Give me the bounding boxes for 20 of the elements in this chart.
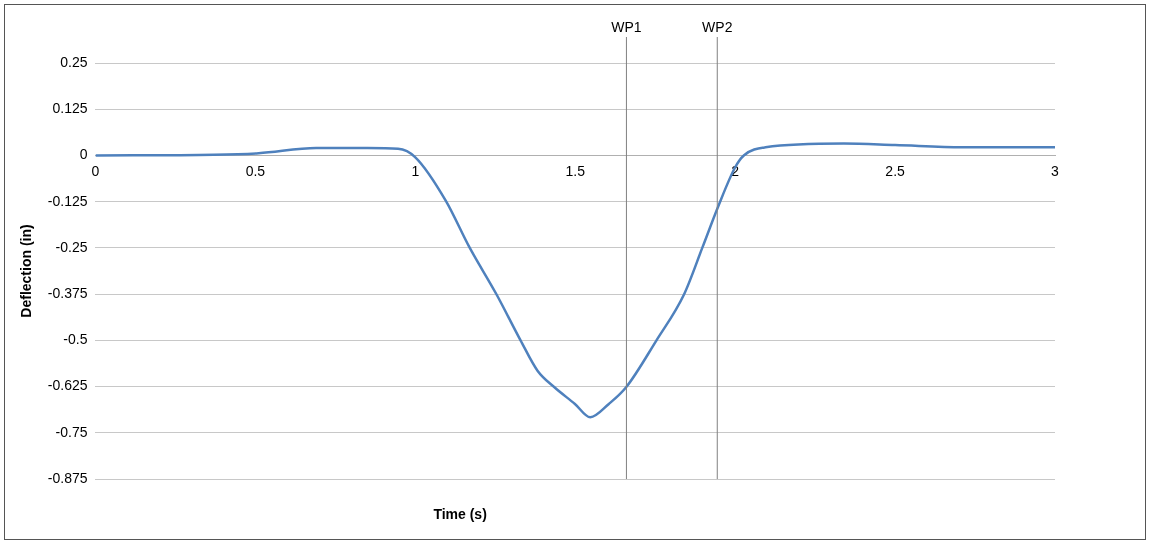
y-tick-label: 0.25 [60,53,88,70]
y-tick-label: -0.25 [55,238,88,255]
ref-line-label: WP2 [702,18,733,35]
x-tick-label: 2.5 [885,162,906,179]
x-tick-label: 0 [91,162,100,179]
y-tick-label: -0.75 [55,423,88,440]
y-tick-label: -0.625 [47,377,88,394]
y-tick-label: -0.875 [47,469,88,486]
y-tick-label: 0.125 [52,100,88,117]
x-tick-label: 1.5 [565,162,586,179]
x-axis-title: Time (s) [433,505,487,522]
x-tick-label: 1 [411,162,420,179]
y-tick-label: -0.5 [63,331,88,348]
x-tick-label: 3 [1051,162,1060,179]
y-tick-label: -0.375 [47,284,88,301]
y-tick-label: -0.125 [47,192,88,209]
x-tick-label: 0.5 [245,162,266,179]
ref-line-label: WP1 [611,18,642,35]
y-tick-label: 0 [79,146,88,163]
y-axis-title: Deflection (in) [18,224,35,318]
